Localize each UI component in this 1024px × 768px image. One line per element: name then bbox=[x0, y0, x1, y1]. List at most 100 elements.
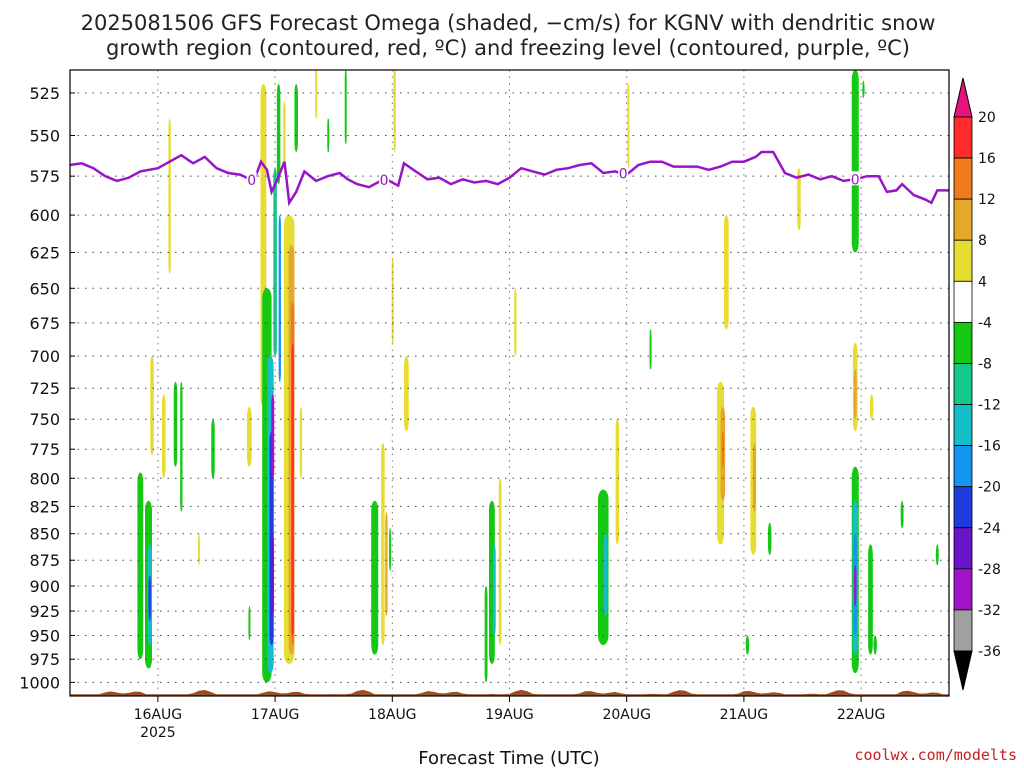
omega-cell-18 bbox=[271, 533, 274, 616]
omega-cell-0 bbox=[137, 472, 144, 660]
y-axis: 525 550 575 600 625 650 675 700 725 750 775 800 825 8… bbox=[19, 84, 75, 692]
omega-cell-22 bbox=[283, 101, 286, 169]
freezing-label-3: 0 bbox=[851, 172, 860, 188]
freezing-label-bg-1 bbox=[379, 171, 390, 186]
y-tick-label-550: 550 bbox=[29, 126, 60, 145]
colorbar-bin-9 bbox=[953, 486, 973, 529]
omega-cell-55 bbox=[767, 522, 772, 555]
y-tick-label-800: 800 bbox=[29, 469, 60, 488]
y-tick-label-950: 950 bbox=[29, 626, 60, 645]
colorbar-bin-1 bbox=[953, 157, 973, 200]
colorbar-label-0: 20 bbox=[978, 110, 996, 126]
colorbar-label-13: -36 bbox=[978, 644, 1001, 660]
credit-link[interactable]: coolwx.com/modelts bbox=[854, 746, 1017, 764]
grid-lines bbox=[70, 70, 949, 696]
omega-cell-11 bbox=[246, 406, 252, 467]
colorbar-label-11: -28 bbox=[978, 562, 1001, 578]
omega-cell-5 bbox=[162, 394, 166, 479]
y-tick-label-875: 875 bbox=[29, 551, 60, 570]
chart-title: 2025081506 GFS Forecast Omega (shaded, −… bbox=[81, 11, 936, 60]
colorbar-label-3: 8 bbox=[978, 233, 987, 249]
x-tick-label-20AUG: 20AUG bbox=[602, 707, 651, 723]
omega-cell-21 bbox=[276, 84, 281, 185]
x-axis: 16AUG 17AUG 18AUG 19AUG 20AUG 21AUG 22AUG 2025 bbox=[134, 696, 886, 741]
omega-cell-7 bbox=[173, 381, 178, 467]
colorbar-label-9: -20 bbox=[978, 480, 1001, 496]
omega-cell-65 bbox=[854, 565, 857, 607]
omega-cell-46 bbox=[615, 419, 620, 545]
freezing-label-1: 0 bbox=[380, 173, 389, 189]
y-tick-label-975: 975 bbox=[29, 650, 60, 669]
omega-cell-54 bbox=[752, 443, 756, 512]
y-tick-label-675: 675 bbox=[29, 314, 60, 333]
colorbar-bin-6 bbox=[953, 363, 973, 405]
omega-cell-9 bbox=[198, 533, 201, 566]
y-tick-label-600: 600 bbox=[29, 206, 60, 225]
colorbar-label-1: 16 bbox=[978, 151, 996, 167]
omega-cell-3 bbox=[148, 575, 151, 621]
omega-cell-12 bbox=[248, 606, 251, 641]
omega-cell-37 bbox=[393, 70, 396, 152]
colorbar-label-12: -32 bbox=[978, 603, 1001, 619]
omega-cell-32 bbox=[371, 500, 379, 655]
colorbar-bin-0 bbox=[953, 116, 973, 159]
colorbar-bin-3 bbox=[953, 239, 973, 282]
colorbar-label-4: 4 bbox=[978, 274, 987, 290]
omega-cell-39 bbox=[484, 585, 488, 683]
omega-cell-27 bbox=[294, 84, 298, 152]
omega-cell-70 bbox=[862, 80, 865, 99]
colorbar-bottom-arrow bbox=[953, 650, 973, 691]
y-tick-label-1000: 1000 bbox=[19, 673, 60, 692]
freezing-label-bg-2 bbox=[618, 165, 629, 180]
colorbar-top-arrow bbox=[953, 77, 973, 118]
omega-cell-6 bbox=[168, 118, 171, 275]
colorbar-bin-12 bbox=[953, 609, 973, 652]
omega-cell-57 bbox=[745, 635, 750, 655]
omega-cell-68 bbox=[900, 500, 904, 529]
freezing-label-bg-0 bbox=[246, 171, 257, 186]
omega-cell-45 bbox=[603, 533, 608, 616]
colorbar-label-8: -16 bbox=[978, 439, 1001, 455]
omega-cell-36 bbox=[391, 259, 394, 343]
colorbar-label-6: -8 bbox=[978, 356, 992, 372]
x-tick-label-19AUG: 19AUG bbox=[485, 707, 534, 723]
omega-cell-17 bbox=[271, 394, 275, 479]
y-tick-label-775: 775 bbox=[29, 440, 60, 459]
title-line-2: growth region (contoured, red, ºC) and f… bbox=[106, 36, 910, 60]
y-tick-label-700: 700 bbox=[29, 347, 60, 366]
omega-cell-69 bbox=[935, 544, 939, 566]
colorbar-bin-10 bbox=[953, 527, 973, 570]
omega-cell-4 bbox=[150, 356, 154, 456]
y-tick-label-900: 900 bbox=[29, 577, 60, 596]
y-tick-label-750: 750 bbox=[29, 410, 60, 429]
omega-cell-20 bbox=[278, 215, 281, 382]
x-tick-label-16AUG: 16AUG bbox=[134, 707, 183, 723]
omega-cell-38 bbox=[404, 356, 409, 432]
freezing-level-contour: 0 0 0 0 bbox=[70, 150, 949, 207]
colorbar-bin-2 bbox=[953, 198, 973, 241]
x-tick-label-22AUG: 22AUG bbox=[837, 707, 886, 723]
y-tick-label-825: 825 bbox=[29, 497, 60, 516]
omega-cell-26 bbox=[291, 342, 294, 636]
y-tick-label-625: 625 bbox=[29, 243, 60, 262]
y-tick-label-850: 850 bbox=[29, 525, 60, 544]
omega-cell-60 bbox=[853, 369, 857, 420]
colorbar-bin-4 bbox=[953, 280, 973, 323]
colorbar-bin-11 bbox=[953, 568, 973, 611]
x-axis-title: Forecast Time (UTC) bbox=[418, 748, 599, 768]
colorbar: 20 16 12 8 4 -4 -8 -12 -16 -20 -24 -28 -32 -36 bbox=[953, 77, 1001, 691]
freezing-label-0: 0 bbox=[247, 173, 256, 189]
y-tick-label-575: 575 bbox=[29, 167, 60, 186]
x-tick-year-label: 2025 bbox=[140, 725, 176, 741]
omega-cell-43 bbox=[514, 288, 517, 357]
terrain-band bbox=[70, 689, 949, 696]
omega-cell-61 bbox=[869, 394, 874, 420]
title-line-1: 2025081506 GFS Forecast Omega (shaded, −… bbox=[81, 11, 936, 35]
omega-cell-33 bbox=[381, 443, 385, 646]
colorbar-bin-7 bbox=[953, 404, 973, 447]
omega-cell-8 bbox=[180, 381, 183, 512]
freezing-label-bg-3 bbox=[850, 171, 861, 186]
omega-cell-48 bbox=[649, 329, 652, 370]
omega-cell-42 bbox=[498, 478, 502, 646]
